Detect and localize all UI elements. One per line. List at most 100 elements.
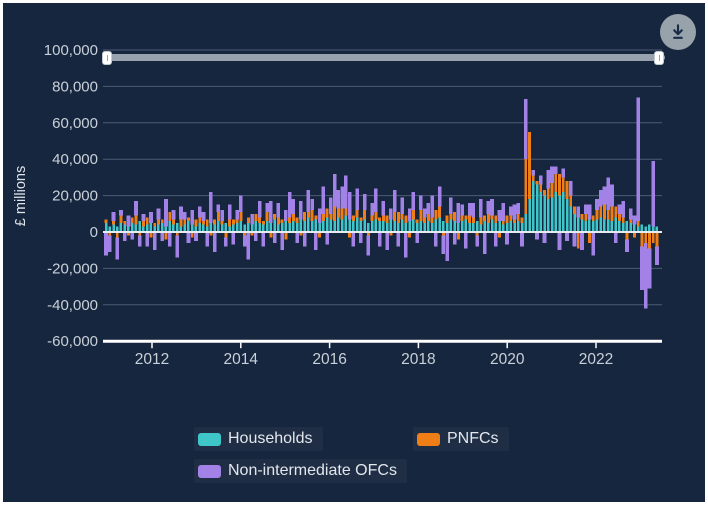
- bar-segment[interactable]: [280, 219, 284, 223]
- bar-segment[interactable]: [276, 202, 281, 218]
- bar-segment[interactable]: [644, 226, 647, 232]
- bar-segment[interactable]: [284, 210, 288, 222]
- bar-segment[interactable]: [217, 221, 220, 232]
- bar-segment[interactable]: [164, 199, 168, 227]
- bar-segment[interactable]: [374, 211, 378, 220]
- bar-segment[interactable]: [648, 232, 651, 249]
- bar-segment[interactable]: [621, 201, 626, 218]
- bar-segment[interactable]: [333, 221, 336, 232]
- bar-segment[interactable]: [310, 210, 314, 222]
- bar-segment[interactable]: [490, 215, 494, 220]
- bar-segment[interactable]: [336, 208, 340, 218]
- bar-segment[interactable]: [355, 210, 359, 218]
- bar-segment[interactable]: [569, 206, 573, 232]
- bar-segment[interactable]: [340, 208, 344, 220]
- bar-segment[interactable]: [325, 232, 329, 245]
- bar-segment[interactable]: [137, 235, 142, 247]
- bar-segment[interactable]: [520, 222, 524, 232]
- bar-segment[interactable]: [494, 215, 498, 223]
- bar-segment[interactable]: [535, 232, 539, 240]
- bar-segment[interactable]: [528, 199, 531, 232]
- bar-segment[interactable]: [205, 232, 209, 247]
- bar-segment[interactable]: [277, 224, 280, 232]
- bar-segment[interactable]: [344, 208, 348, 216]
- bar-segment[interactable]: [363, 219, 366, 232]
- bar-segment[interactable]: [404, 215, 408, 223]
- bar-segment[interactable]: [621, 222, 625, 232]
- bar-segment[interactable]: [412, 219, 415, 232]
- bar-segment[interactable]: [127, 226, 130, 232]
- bar-segment[interactable]: [528, 131, 531, 200]
- bar-segment[interactable]: [651, 232, 655, 243]
- bar-segment[interactable]: [340, 186, 344, 209]
- bar-segment[interactable]: [427, 221, 430, 232]
- bar-segment[interactable]: [378, 221, 381, 232]
- bar-segment[interactable]: [220, 221, 224, 225]
- bar-segment[interactable]: [452, 232, 457, 245]
- bar-segment[interactable]: [550, 182, 554, 198]
- bar-segment[interactable]: [153, 222, 157, 227]
- bar-segment[interactable]: [505, 215, 509, 223]
- bar-segment[interactable]: [655, 226, 659, 232]
- bar-segment[interactable]: [246, 217, 250, 223]
- bar-segment[interactable]: [119, 215, 123, 223]
- bar-segment[interactable]: [453, 211, 457, 222]
- bar-segment[interactable]: [152, 232, 157, 251]
- bar-segment[interactable]: [393, 211, 397, 222]
- bar-segment[interactable]: [130, 217, 134, 223]
- bar-segment[interactable]: [115, 232, 119, 238]
- bar-segment[interactable]: [546, 188, 550, 200]
- bar-segment[interactable]: [265, 211, 269, 222]
- bar-segment[interactable]: [258, 222, 261, 232]
- bar-segment[interactable]: [487, 222, 490, 232]
- bar-segment[interactable]: [190, 224, 194, 232]
- bar-segment[interactable]: [310, 199, 314, 211]
- bar-segment[interactable]: [437, 186, 442, 207]
- bar-segment[interactable]: [445, 232, 449, 262]
- bar-segment[interactable]: [261, 221, 265, 225]
- bar-segment[interactable]: [625, 239, 629, 253]
- bar-segment[interactable]: [160, 219, 164, 223]
- bar-segment[interactable]: [629, 222, 632, 232]
- bar-segment[interactable]: [321, 213, 325, 222]
- bar-segment[interactable]: [201, 211, 206, 222]
- bar-segment[interactable]: [643, 242, 648, 309]
- bar-segment[interactable]: [438, 206, 442, 218]
- bar-segment[interactable]: [588, 232, 591, 243]
- bar-segment[interactable]: [419, 195, 423, 211]
- bar-segment[interactable]: [329, 197, 333, 214]
- bar-segment[interactable]: [186, 232, 191, 243]
- bar-segment[interactable]: [583, 204, 588, 214]
- bar-segment[interactable]: [108, 226, 112, 232]
- bar-segment[interactable]: [396, 211, 400, 223]
- bar-segment[interactable]: [591, 215, 595, 222]
- bar-segment[interactable]: [348, 219, 351, 232]
- bar-segment[interactable]: [258, 217, 262, 223]
- bar-segment[interactable]: [157, 224, 160, 232]
- bar-segment[interactable]: [535, 181, 539, 185]
- bar-segment[interactable]: [351, 232, 356, 247]
- bar-segment[interactable]: [505, 232, 509, 245]
- bar-segment[interactable]: [377, 232, 382, 247]
- bar-segment[interactable]: [145, 232, 150, 247]
- bar-segment[interactable]: [171, 210, 176, 220]
- bar-segment[interactable]: [183, 219, 187, 225]
- bar-segment[interactable]: [336, 190, 341, 209]
- bar-segment[interactable]: [580, 213, 584, 220]
- bar-segment[interactable]: [617, 204, 622, 214]
- bar-segment[interactable]: [317, 208, 322, 223]
- bar-segment[interactable]: [573, 213, 576, 232]
- bar-segment[interactable]: [209, 232, 213, 236]
- bar-segment[interactable]: [254, 232, 258, 242]
- bar-segment[interactable]: [295, 232, 299, 243]
- bar-segment[interactable]: [243, 224, 246, 232]
- bar-segment[interactable]: [254, 213, 258, 222]
- bar-segment[interactable]: [434, 219, 438, 232]
- legend-item-pnfcs[interactable]: PNFCs: [413, 427, 509, 451]
- bar-segment[interactable]: [457, 222, 460, 232]
- bar-segment[interactable]: [441, 232, 445, 236]
- bar-segment[interactable]: [618, 213, 621, 222]
- bar-segment[interactable]: [164, 232, 168, 240]
- bar-segment[interactable]: [302, 232, 307, 247]
- bar-segment[interactable]: [483, 215, 486, 222]
